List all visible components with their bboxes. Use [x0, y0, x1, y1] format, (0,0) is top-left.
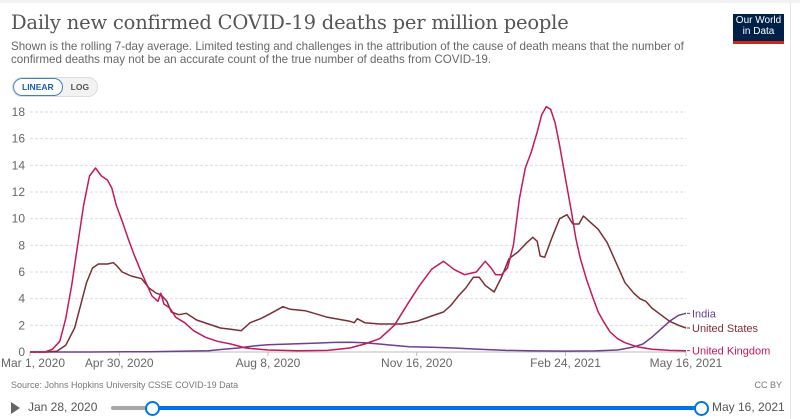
y-tick-label: 8 [18, 238, 25, 252]
log-scale-button[interactable]: LOG [70, 82, 90, 92]
x-tick-label: Mar 1, 2020 [1, 356, 65, 370]
top-strip [0, 0, 800, 3]
y-tick-label: 16 [12, 132, 26, 146]
license-label[interactable]: CC BY [754, 380, 782, 390]
series-lines [30, 105, 687, 353]
linear-scale-button[interactable]: LINEAR [13, 78, 63, 96]
x-tick-label: Nov 16, 2020 [381, 356, 453, 370]
y-tick-label: 2 [18, 318, 25, 332]
x-tick-label: May 16, 2021 [650, 356, 723, 370]
y-tick-label: 12 [12, 185, 26, 199]
x-axis-ticks: Mar 1, 2020 Apr 30, 2020 Aug 8, 2020 Nov 16… [1, 352, 723, 370]
y-tick-label: 0 [18, 345, 25, 359]
y-tick-label: 4 [18, 292, 25, 306]
timeline: Jan 28, 2020 May 16, 2021 [8, 397, 788, 417]
series-line-united-kingdom [30, 105, 687, 353]
y-tick-label: 14 [12, 158, 26, 172]
legend-label-united-kingdom: United Kingdom [692, 346, 770, 358]
timeline-selected-range [152, 406, 701, 410]
source-note[interactable]: Source: Johns Hopkins University CSSE CO… [11, 380, 239, 390]
y-axis-ticks: 0 2 4 6 8 10 12 14 16 18 [12, 105, 26, 359]
legend-label-india: India [692, 308, 717, 320]
logo-line-2: in Data [742, 26, 775, 37]
x-tick-label: Apr 30, 2020 [85, 356, 154, 370]
legend-labels: India United States United Kingdom [687, 308, 770, 358]
chart-subtitle: Shown is the rolling 7-day average. Limi… [11, 40, 684, 66]
owid-logo[interactable]: Our World in Data [733, 14, 784, 44]
scale-toggle: LINEAR LOG [12, 77, 99, 97]
gridlines [30, 111, 686, 353]
y-tick-label: 10 [12, 212, 26, 226]
series-line-india [30, 312, 687, 353]
play-icon[interactable] [11, 402, 20, 414]
logo-line-1: Our World [735, 15, 782, 26]
legend-label-united-states: United States [692, 323, 759, 335]
x-tick-label: Aug 8, 2020 [236, 356, 301, 370]
timeline-track[interactable] [111, 401, 709, 416]
timeline-end-handle[interactable] [694, 401, 709, 416]
timeline-end-date: May 16, 2021 [712, 400, 785, 414]
y-tick-label: 6 [18, 265, 25, 279]
x-tick-label: Feb 24, 2021 [530, 356, 601, 370]
timeline-start-date: Jan 28, 2020 [28, 400, 98, 414]
series-line-united-states [30, 213, 687, 353]
chart-title: Daily new confirmed COVID-19 deaths per … [11, 11, 569, 34]
y-tick-label: 18 [12, 105, 26, 119]
timeline-start-handle[interactable] [145, 401, 161, 416]
line-chart: 0 2 4 6 8 10 12 14 16 18 Mar 1, 2020 Apr 30, 2020 A… [1, 105, 770, 370]
